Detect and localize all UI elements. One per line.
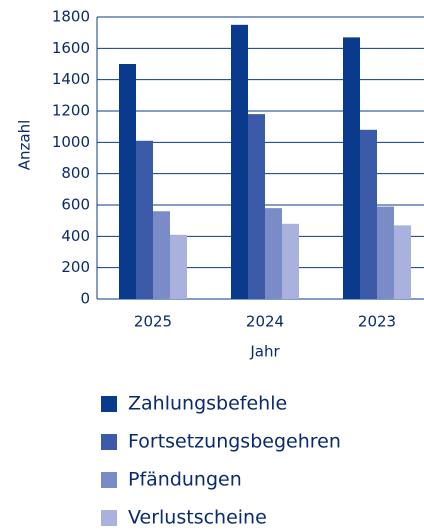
x-axis-label: Jahr: [249, 343, 280, 361]
bar: [282, 223, 299, 299]
legend-label: Verlustscheine: [128, 507, 267, 529]
y-tick-label: 1600: [52, 39, 90, 57]
bar: [231, 24, 248, 299]
y-tick-label: 600: [61, 196, 90, 214]
legend-label: Fortsetzungsbegehren: [128, 431, 341, 453]
y-tick-label: 400: [61, 227, 90, 245]
bar: [136, 140, 153, 299]
bar: [265, 208, 282, 299]
legend: Zahlungsbefehle Fortsetzungsbegehren Pfänd…: [101, 393, 341, 529]
bar: [377, 206, 394, 299]
bar: [153, 211, 170, 299]
bar: [119, 64, 136, 299]
bar: [394, 225, 411, 299]
bar: [360, 129, 377, 299]
y-tick-label: 1800: [52, 8, 90, 26]
legend-swatch: [101, 396, 117, 412]
x-tick-label: 2025: [134, 313, 172, 331]
legend-label: Pfändungen: [128, 469, 242, 491]
bar: [170, 234, 187, 299]
legend-label: Zahlungsbefehle: [128, 393, 287, 415]
x-tick-label: 2024: [246, 313, 284, 331]
bar: [248, 114, 265, 299]
legend-swatch: [101, 472, 117, 488]
y-tick-label: 1200: [52, 102, 90, 120]
y-tick-label: 200: [61, 258, 90, 276]
legend-swatch: [101, 434, 117, 450]
y-tick-label: 800: [61, 164, 90, 182]
y-axis-label: Anzahl: [16, 120, 34, 171]
y-tick-label: 1400: [52, 70, 90, 88]
x-tick-label: 2023: [358, 313, 396, 331]
y-tick-label: 0: [80, 290, 90, 308]
y-tick-label: 1000: [52, 133, 90, 151]
bar: [343, 37, 360, 299]
legend-swatch: [101, 510, 117, 526]
